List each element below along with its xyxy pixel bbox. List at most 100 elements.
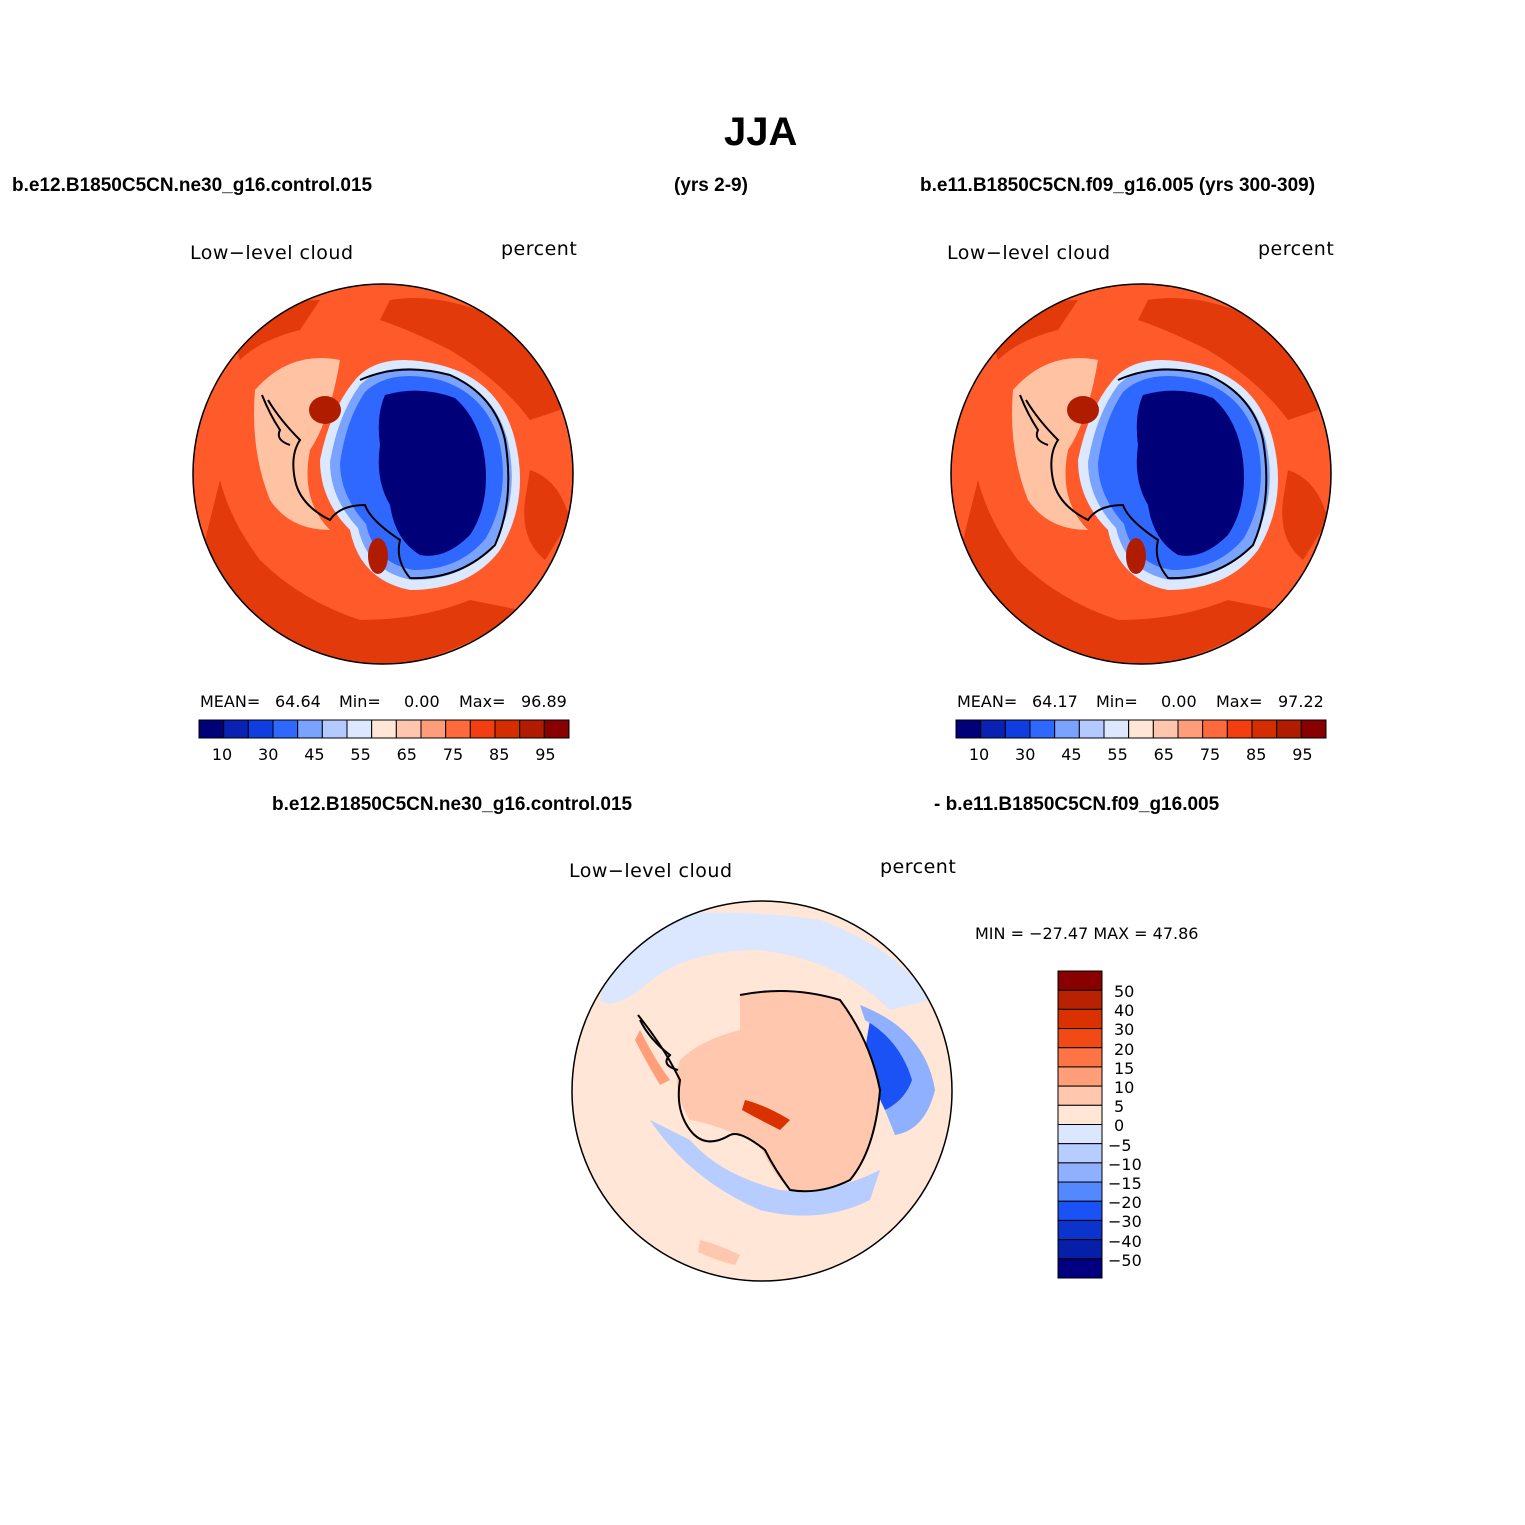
panel1-variable: Low−level cloud bbox=[190, 242, 354, 264]
colorbar-swatch bbox=[1078, 719, 1105, 739]
diff-label-b: - b.e11.B1850C5CN.f09_g16.005 bbox=[934, 794, 1220, 815]
colorbar-tick-label: 55 bbox=[350, 745, 371, 764]
colorbar-tick-label: 5 bbox=[1114, 1097, 1125, 1117]
colorbar-tick-label: 95 bbox=[1292, 745, 1313, 764]
colorbar-swatch bbox=[1300, 719, 1327, 739]
colorbar-swatch bbox=[247, 719, 274, 739]
panel2-max: 97.22 bbox=[1278, 692, 1324, 711]
colorbar-swatch bbox=[272, 719, 299, 739]
colorbar-tick-label: 30 bbox=[1015, 745, 1036, 764]
panel2-max-label: Max= bbox=[1216, 692, 1263, 711]
colorbar-swatch bbox=[346, 719, 373, 739]
colorbar-tick-label: 10 bbox=[1114, 1078, 1135, 1097]
colorbar-swatch bbox=[980, 719, 1006, 739]
panel1-map-border bbox=[192, 283, 574, 665]
colorbar-swatch bbox=[371, 719, 397, 739]
colorbar-tick-label: 30 bbox=[1114, 1020, 1135, 1040]
diff-variable: Low−level cloud bbox=[569, 860, 733, 882]
case1-label: b.e12.B1850C5CN.ne30_g16.control.015 bbox=[12, 175, 373, 196]
colorbar-tick-label: 10 bbox=[968, 745, 990, 764]
colorbar-tick-label: −5 bbox=[1108, 1135, 1132, 1155]
diff-units: percent bbox=[880, 856, 957, 878]
colorbar-tick-label: −15 bbox=[1108, 1174, 1142, 1193]
colorbar-swatch bbox=[223, 719, 249, 739]
colorbar-tick-label: 85 bbox=[1246, 745, 1267, 764]
panel2-units: percent bbox=[1258, 238, 1335, 260]
colorbar-tick-label: 75 bbox=[1199, 745, 1221, 764]
colorbar-tick-label: 65 bbox=[1153, 745, 1174, 764]
colorbar-swatch bbox=[1057, 1143, 1103, 1164]
colorbar-tick-label: −50 bbox=[1108, 1250, 1142, 1270]
panel2-colorbar bbox=[955, 719, 1327, 739]
colorbar-swatch bbox=[1251, 719, 1278, 739]
panel2-mean: 64.17 bbox=[1032, 692, 1078, 711]
colorbar-swatch bbox=[955, 719, 982, 739]
colorbar-swatch bbox=[1029, 719, 1056, 739]
colorbar-swatch bbox=[494, 719, 521, 739]
colorbar-swatch bbox=[469, 719, 496, 739]
panel1-mean-label: MEAN= bbox=[200, 692, 261, 711]
colorbar-swatch bbox=[395, 719, 422, 739]
colorbar-tick-label: 30 bbox=[258, 745, 279, 764]
colorbar-tick-label: 50 bbox=[1114, 982, 1135, 1001]
figure-title: JJA bbox=[724, 110, 798, 154]
colorbar-swatch bbox=[1057, 1162, 1103, 1183]
colorbar-swatch bbox=[1057, 1181, 1103, 1202]
panel1-mean: 64.64 bbox=[275, 692, 321, 711]
colorbar-tick-label: 85 bbox=[489, 745, 510, 764]
colorbar-swatch bbox=[1057, 1047, 1103, 1068]
colorbar-swatch bbox=[519, 719, 545, 739]
panel1-colorbar bbox=[198, 719, 570, 739]
colorbar-swatch bbox=[1057, 1219, 1103, 1241]
colorbar-tick-label: 40 bbox=[1114, 1001, 1135, 1021]
colorbar-swatch bbox=[1202, 719, 1228, 739]
panel2-map-border bbox=[950, 283, 1332, 665]
diff-label-a: b.e12.B1850C5CN.ne30_g16.control.015 bbox=[272, 794, 633, 815]
colorbar-tick-label: 15 bbox=[1114, 1058, 1135, 1078]
colorbar-swatch bbox=[1128, 719, 1154, 739]
colorbar-tick-label: 0 bbox=[1114, 1116, 1125, 1136]
colorbar-swatch bbox=[1103, 719, 1130, 739]
colorbar-swatch bbox=[321, 719, 348, 739]
colorbar-swatch bbox=[1057, 970, 1103, 991]
panel2-variable: Low−level cloud bbox=[947, 242, 1111, 264]
colorbar-swatch bbox=[1057, 1124, 1103, 1145]
colorbar-tick-label: −40 bbox=[1108, 1231, 1142, 1251]
panel2-min-label: Min= bbox=[1096, 692, 1138, 711]
colorbar-swatch bbox=[198, 719, 225, 739]
colorbar-swatch bbox=[1226, 719, 1253, 739]
colorbar-swatch bbox=[420, 719, 447, 739]
colorbar-swatch bbox=[1057, 1258, 1103, 1279]
panel1-min: 0.00 bbox=[404, 692, 440, 711]
colorbar-swatch bbox=[1057, 1104, 1103, 1125]
colorbar-tick-label: −10 bbox=[1108, 1154, 1142, 1174]
panel1-units: percent bbox=[501, 238, 578, 260]
panel1-max: 96.89 bbox=[521, 692, 567, 711]
diff-minmax: MIN = −27.47 MAX = 47.86 bbox=[975, 924, 1199, 943]
colorbar-swatch bbox=[1054, 719, 1080, 739]
diff-map bbox=[572, 901, 952, 1281]
panel2-min: 0.00 bbox=[1161, 692, 1197, 711]
colorbar-tick-label: 75 bbox=[442, 745, 464, 764]
colorbar-swatch bbox=[1057, 1066, 1103, 1087]
case2-label: b.e11.B1850C5CN.f09_g16.005 (yrs 300-309… bbox=[920, 175, 1316, 196]
colorbar-swatch bbox=[445, 719, 471, 739]
colorbar-swatch bbox=[1276, 719, 1302, 739]
case1-years: (yrs 2-9) bbox=[674, 175, 748, 196]
colorbar-swatch bbox=[1057, 1028, 1103, 1049]
colorbar-swatch bbox=[1152, 719, 1179, 739]
colorbar-tick-label: 95 bbox=[535, 745, 556, 764]
panel1-map bbox=[193, 284, 573, 664]
colorbar-swatch bbox=[1057, 1239, 1103, 1260]
colorbar-swatch bbox=[1057, 1085, 1103, 1106]
colorbar-swatch bbox=[543, 719, 570, 739]
colorbar-tick-label: −30 bbox=[1108, 1212, 1142, 1232]
panel2-map bbox=[951, 284, 1331, 664]
colorbar-swatch bbox=[1057, 1008, 1103, 1030]
colorbar-tick-label: 20 bbox=[1114, 1039, 1135, 1059]
panel1-max-label: Max= bbox=[459, 692, 506, 711]
colorbar-swatch bbox=[297, 719, 323, 739]
panel1-min-label: Min= bbox=[339, 692, 381, 711]
colorbar-tick-label: 45 bbox=[304, 745, 325, 764]
colorbar-swatch bbox=[1057, 989, 1103, 1010]
